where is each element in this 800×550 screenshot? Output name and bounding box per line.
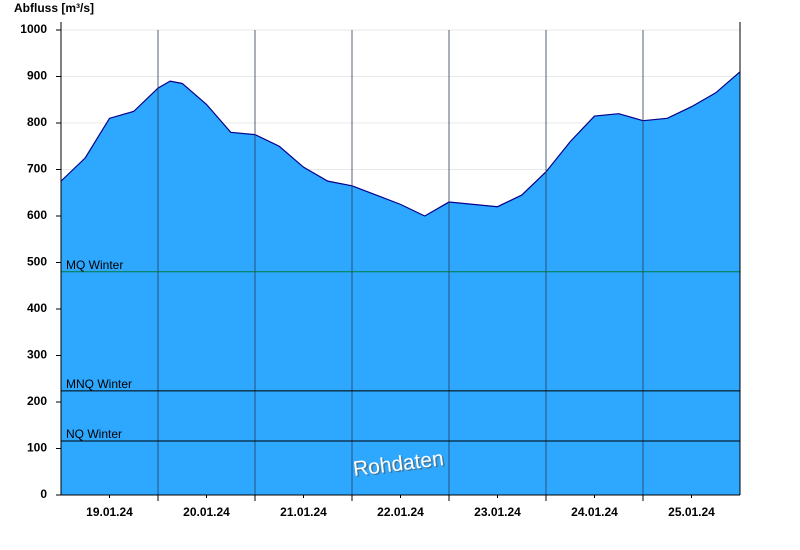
- y-tick-label: 700: [27, 162, 47, 176]
- area-line: [60, 71, 741, 217]
- chart-title: Abfluss [m³/s]: [14, 1, 94, 15]
- y-tick-label: 0: [40, 487, 47, 501]
- y-tick-label: 300: [27, 348, 47, 362]
- reference-label: NQ Winter: [66, 427, 122, 441]
- y-tick-label: 100: [27, 441, 47, 455]
- area-fill: [61, 71, 740, 495]
- reference-label: MNQ Winter: [66, 377, 132, 391]
- y-tick-label: 900: [27, 69, 47, 83]
- x-tick-label: 25.01.24: [668, 505, 715, 519]
- x-tick-label: 22.01.24: [377, 505, 424, 519]
- y-tick-label: 400: [27, 301, 47, 315]
- y-tick-label: 1000: [20, 22, 47, 36]
- y-tick-label: 800: [27, 115, 47, 129]
- reference-label: MQ Winter: [66, 258, 123, 272]
- y-tick-label: 500: [27, 255, 47, 269]
- y-tick-label: 600: [27, 208, 47, 222]
- x-tick-label: 24.01.24: [571, 505, 618, 519]
- y-tick-label: 200: [27, 394, 47, 408]
- x-tick-label: 19.01.24: [86, 505, 133, 519]
- x-tick-label: 23.01.24: [474, 505, 521, 519]
- x-tick-label: 21.01.24: [280, 505, 327, 519]
- x-tick-label: 20.01.24: [183, 505, 230, 519]
